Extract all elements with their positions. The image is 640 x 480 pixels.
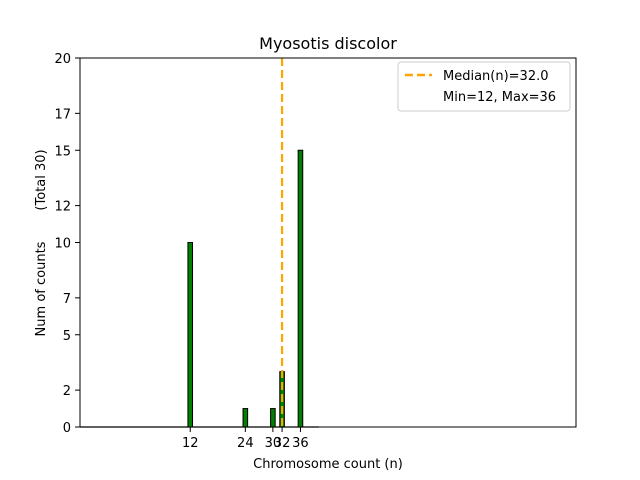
y-tick-label: 15 <box>54 144 71 159</box>
x-tick-label: 12 <box>182 436 199 451</box>
bar <box>242 408 249 428</box>
bar <box>297 149 304 428</box>
bar <box>270 408 276 428</box>
y-tick-label: 0 <box>63 421 71 436</box>
x-tick-label: 36 <box>292 436 309 451</box>
x-tick-label: 30 <box>265 436 282 451</box>
legend-minmax-label: Min=12, Max=36 <box>443 90 556 105</box>
x-tick-label: 24 <box>237 436 254 451</box>
y-tick-label: 2 <box>63 384 71 399</box>
chart-title: Myosotis discolor <box>259 34 397 53</box>
legend-box <box>397 61 571 112</box>
y-axis-label: Num of counts <box>34 241 49 336</box>
y-axis-total-label: (Total 30) <box>34 149 49 210</box>
y-tick-label: 12 <box>54 200 71 215</box>
y-tick-label: 10 <box>54 237 71 252</box>
x-tick-label: 32 <box>274 436 291 451</box>
y-tick-label: 5 <box>63 329 71 344</box>
bar <box>187 242 194 428</box>
x-axis-label: Chromosome count (n) <box>253 457 403 472</box>
legend-median-label: Median(n)=32.0 <box>443 69 549 84</box>
y-tick-label: 17 <box>54 107 71 122</box>
y-tick-label: 20 <box>54 52 71 67</box>
legend: Median(n)=32.0 Min=12, Max=36 <box>397 61 571 112</box>
y-tick-label: 7 <box>63 292 71 307</box>
